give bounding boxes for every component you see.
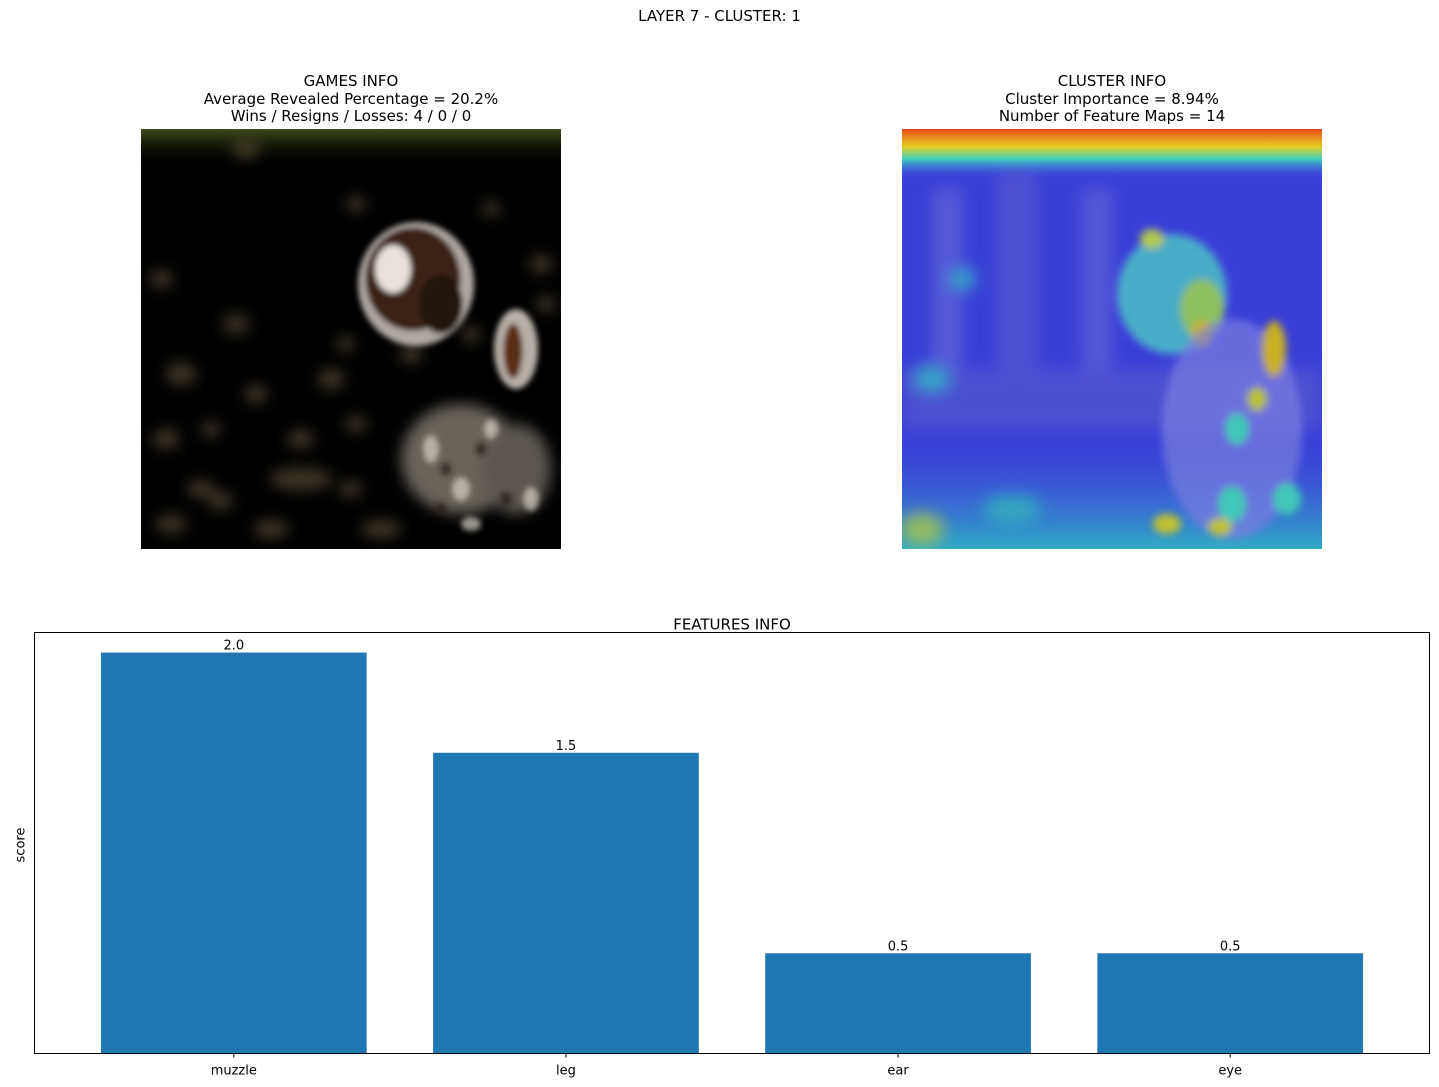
bar-value-label: 1.5: [556, 739, 577, 754]
x-tick-label: eye: [1218, 1064, 1242, 1079]
bar-value-label: 0.5: [1220, 939, 1241, 954]
wins-resigns-losses: Wins / Resigns / Losses: 4 / 0 / 0: [230, 107, 472, 125]
bar-muzzle: [100, 652, 367, 1054]
x-tick-label: muzzle: [211, 1064, 257, 1079]
cluster-info-title: CLUSTER INFO: [1057, 72, 1167, 90]
bar-leg: [433, 752, 699, 1054]
chart-title: FEATURES INFO: [673, 616, 791, 634]
x-tick-label: leg: [556, 1064, 576, 1079]
number-of-feature-maps: Number of Feature Maps = 14: [998, 107, 1226, 125]
games-info-title: GAMES INFO: [303, 72, 399, 90]
y-axis-label: score: [14, 828, 29, 863]
bar-ear: [765, 953, 1031, 1054]
figure-suptitle: LAYER 7 - CLUSTER: 1: [638, 7, 801, 25]
games-info-title-block: GAMES INFO Average Revealed Percentage =…: [151, 72, 551, 126]
plot-frame: [34, 632, 1430, 1054]
x-tick-label: ear: [887, 1064, 909, 1079]
bars-layer: 2.0 muzzle 1.5 leg 0.5 ear 0.5 eye: [100, 639, 1364, 1079]
bar-eye: [1097, 953, 1364, 1054]
masked-dog-image: [141, 129, 561, 549]
bar-value-label: 2.0: [223, 639, 244, 654]
heatmap-dog-image: [902, 129, 1322, 549]
cluster-info-title-block: CLUSTER INFO Cluster Importance = 8.94% …: [912, 72, 1312, 126]
cluster-importance: Cluster Importance = 8.94%: [1005, 89, 1219, 108]
bar-value-label: 0.5: [888, 939, 909, 954]
average-revealed-percentage: Average Revealed Percentage = 20.2%: [203, 89, 499, 108]
